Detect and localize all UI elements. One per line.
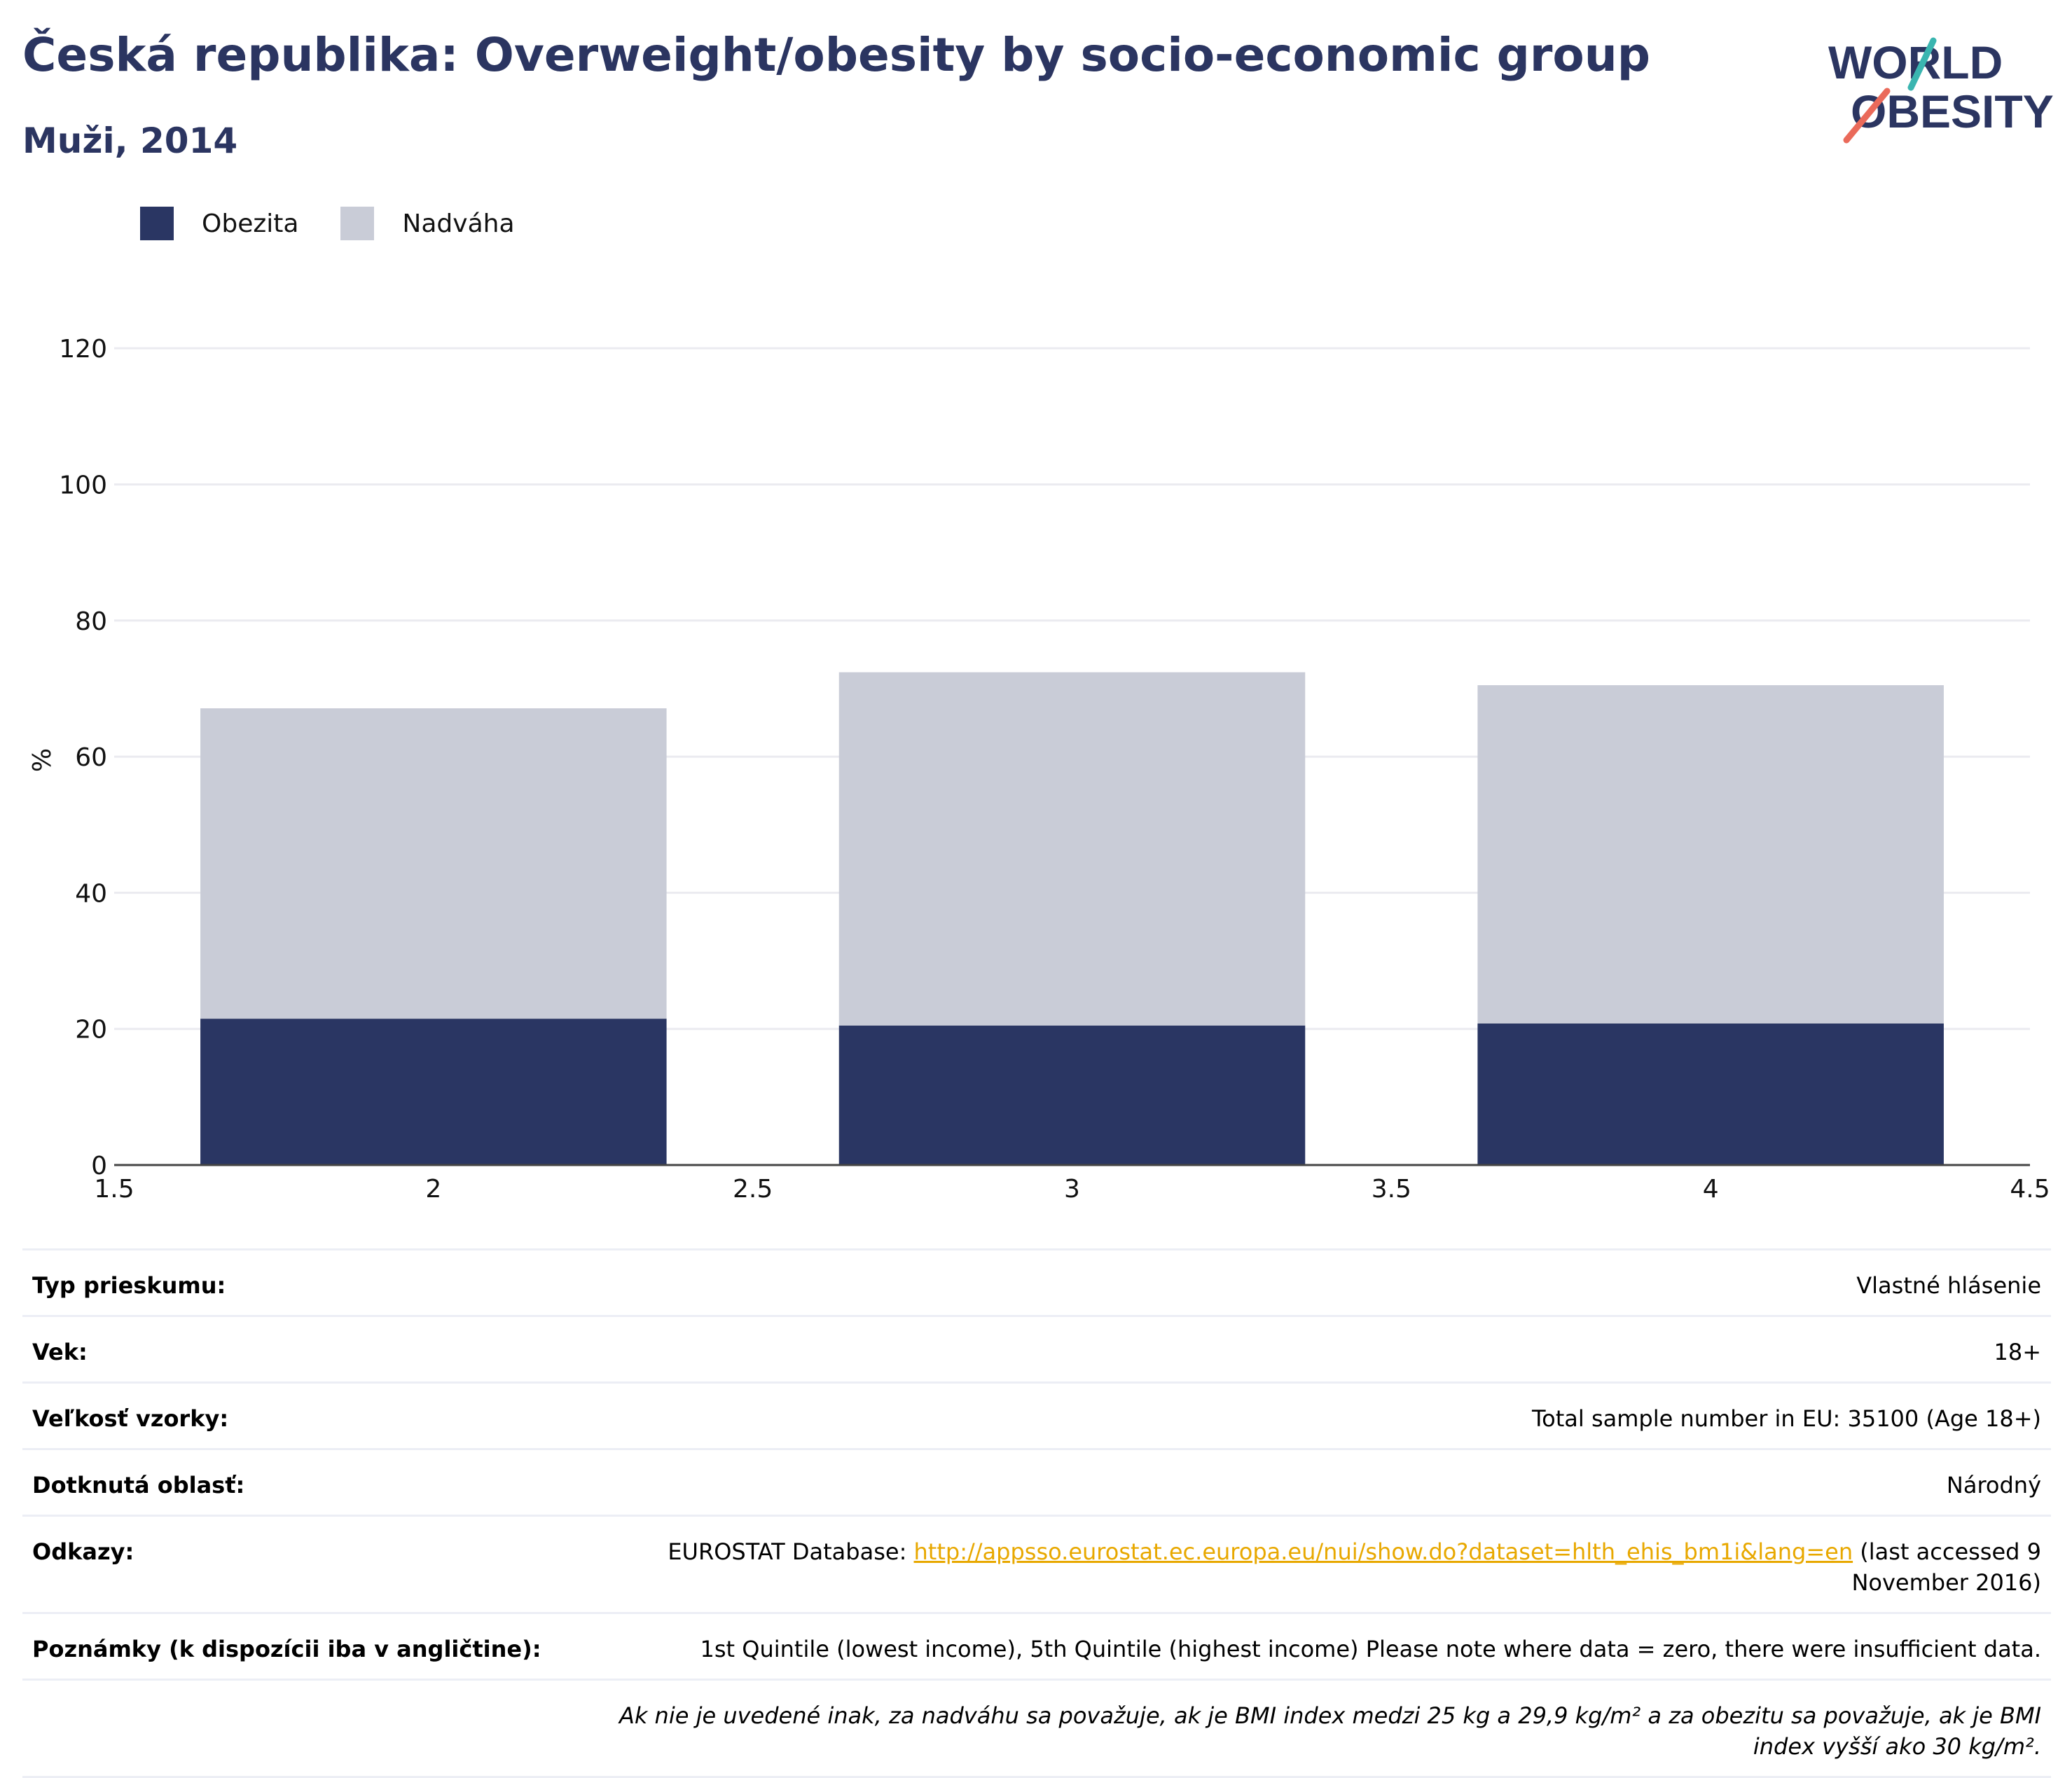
x-tick-label: 4.5 (2010, 1175, 2050, 1204)
info-row-notes: Poznámky (k dispozícii iba v angličtine)… (22, 1612, 2051, 1679)
info-table: Typ prieskumu: Vlastné hlásenie Vek: 18+… (22, 1248, 2051, 1778)
info-value: 18+ (1994, 1339, 2041, 1365)
reference-suffix: (last accessed 9 November 2016) (1851, 1538, 2041, 1596)
bar-obesity[interactable] (1477, 1023, 1944, 1165)
eurostat-link[interactable]: http://appsso.eurostat.ec.europa.eu/nui/… (913, 1538, 1853, 1565)
x-tick-label: 2 (425, 1175, 441, 1204)
y-tick-label: 80 (75, 607, 107, 636)
legend-item-overweight[interactable]: Nadváha (340, 207, 515, 240)
info-value: 1st Quintile (lowest income), 5th Quinti… (700, 1636, 2042, 1662)
y-tick-label: 100 (59, 471, 107, 499)
logo-slash-coral (1843, 88, 1891, 144)
info-label: Veľkosť vzorky: (32, 1405, 229, 1432)
y-tick-label: 20 (75, 1016, 107, 1045)
info-value: Národný (1946, 1472, 2041, 1498)
info-label: Odkazy: (32, 1538, 134, 1565)
bars (200, 672, 1944, 1165)
bar-overweight[interactable] (1477, 685, 1944, 1024)
info-value-references: EUROSTAT Database: http://appsso.eurosta… (570, 1536, 2041, 1598)
logo-slash-teal (1907, 37, 1937, 91)
info-value: Total sample number in EU: 35100 (Age 18… (1532, 1405, 2041, 1432)
info-label: Vek: (32, 1339, 88, 1365)
info-label: Typ prieskumu: (32, 1272, 226, 1299)
bar-obesity[interactable] (200, 1019, 667, 1165)
info-row-survey-type: Typ prieskumu: Vlastné hlásenie (22, 1248, 2051, 1315)
footnote-text: Ak nie je uvedené inak, za nadváhu sa po… (619, 1702, 2041, 1760)
info-row-sample-size: Veľkosť vzorky: Total sample number in E… (22, 1381, 2051, 1448)
info-row-footnote: Ak nie je uvedené inak, za nadváhu sa po… (22, 1679, 2051, 1778)
axes: 0 20 40 60 80 100 120 1.5 2 2.5 3 3.5 4 4.5 (59, 335, 2050, 1204)
info-label: Dotknutá oblasť: (32, 1472, 245, 1498)
chart-legend: Obezita Nadváha (140, 207, 557, 240)
x-tick-label: 3 (1064, 1175, 1080, 1204)
legend-label-obesity: Obezita (202, 209, 299, 238)
world-obesity-logo: WORLD OBESITY (1828, 36, 2054, 144)
chart-subtitle: Muži, 2014 (22, 120, 238, 161)
info-value: Vlastné hlásenie (1856, 1272, 2041, 1299)
x-tick-label: 4 (1703, 1175, 1719, 1204)
reference-prefix: EUROSTAT Database: (668, 1538, 914, 1565)
y-tick-label: 120 (59, 335, 107, 364)
info-row-area: Dotknutá oblasť: Národný (22, 1448, 2051, 1515)
info-label: Poznámky (k dispozícii iba v angličtine)… (32, 1636, 541, 1662)
y-axis-label: % (28, 748, 57, 772)
bar-overweight[interactable] (838, 672, 1306, 1026)
legend-item-obesity[interactable]: Obezita (140, 207, 298, 240)
y-tick-label: 40 (75, 879, 107, 908)
bar-overweight[interactable] (200, 708, 667, 1019)
chart-title: Česká republika: Overweight/obesity by s… (22, 28, 1650, 82)
x-tick-label: 3.5 (1372, 1175, 1411, 1204)
legend-swatch-overweight (340, 207, 375, 240)
x-tick-label: 2.5 (733, 1175, 773, 1204)
bar-chart: 0 20 40 60 80 100 120 1.5 2 2.5 3 3.5 4 4.5 % (28, 335, 2050, 1204)
y-tick-label: 0 (91, 1152, 107, 1180)
y-tick-label: 60 (75, 743, 107, 772)
info-row-references: Odkazy: EUROSTAT Database: http://appsso… (22, 1515, 2051, 1612)
bar-obesity[interactable] (838, 1025, 1306, 1165)
legend-swatch-obesity (140, 207, 174, 240)
legend-label-overweight: Nadváha (402, 209, 515, 238)
info-row-age: Vek: 18+ (22, 1315, 2051, 1381)
x-tick-label: 1.5 (94, 1175, 134, 1204)
